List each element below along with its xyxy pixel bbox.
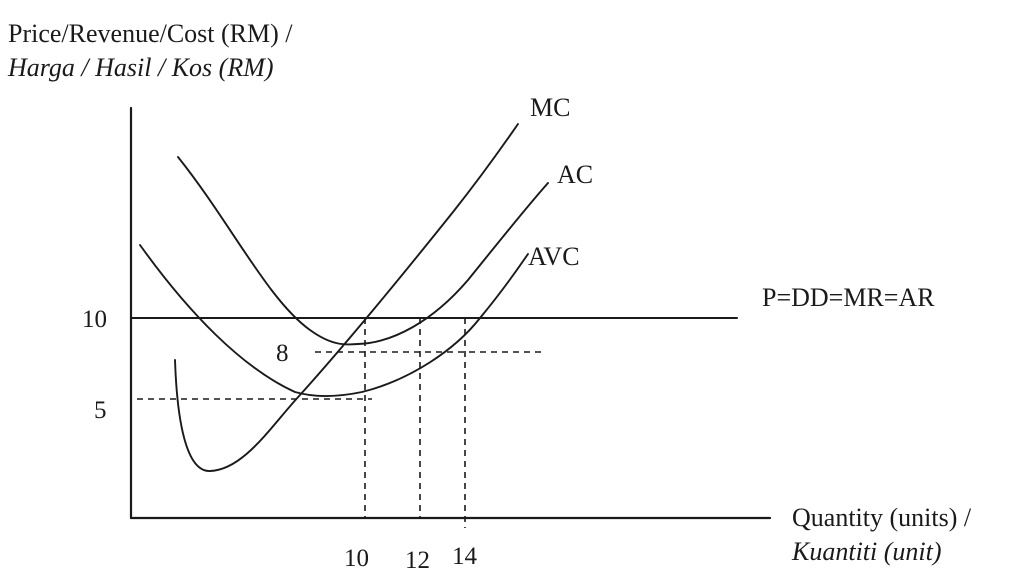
demand-label: P=DD=MR=AR xyxy=(762,283,935,312)
y-tick-8: 8 xyxy=(276,340,289,367)
ac-label: AC xyxy=(557,160,593,189)
y-tick-10: 10 xyxy=(82,306,107,333)
x-axis-title-line2: Kuantiti (unit) xyxy=(791,537,942,566)
mc-label: MC xyxy=(530,93,570,122)
avc-label: AVC xyxy=(528,242,580,271)
x-axis-title-line1: Quantity (units) / xyxy=(792,503,972,532)
y-tick-5: 5 xyxy=(94,397,107,424)
y-axis-title-line1: Price/Revenue/Cost (RM) / xyxy=(8,19,293,48)
x-tick-12: 12 xyxy=(405,547,430,574)
x-tick-10: 10 xyxy=(344,545,369,572)
ac-curve xyxy=(177,156,549,346)
mc-curve xyxy=(174,123,519,472)
y-axis-title-line2: Harga / Hasil / Kos (RM) xyxy=(7,53,274,82)
x-tick-14: 14 xyxy=(452,543,478,570)
avc-curve xyxy=(139,244,529,398)
